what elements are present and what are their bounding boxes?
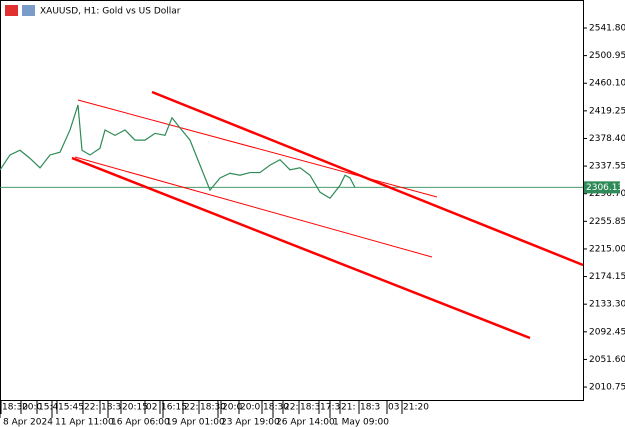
navigator-label: 22: <box>184 403 198 413</box>
navigator-label: 15:4 <box>38 403 58 413</box>
trend-line <box>74 156 433 258</box>
chart-icon <box>22 5 35 16</box>
navigator-label: 18:3 <box>101 403 121 413</box>
y-tick-label: 2255.85 <box>589 217 625 227</box>
y-tick-label: 2296.70 <box>589 189 625 199</box>
navigator-label: 22: <box>84 403 98 413</box>
y-tick-label: 2419.25 <box>589 106 625 116</box>
y-tick-label: 2051.60 <box>589 355 625 365</box>
navigator-label: 20:0 <box>222 403 242 413</box>
y-tick-label: 2010.75 <box>589 383 625 393</box>
navigator-label: 18:30 <box>2 403 28 413</box>
x-tick-label: 1 May 09:00 <box>333 418 389 427</box>
navigator-label: 03 <box>388 403 399 413</box>
navigator-label: 22: <box>284 403 298 413</box>
navigator-label: 21:20 <box>403 403 429 413</box>
x-tick-label: 8 Apr 2024 <box>3 418 53 427</box>
current-price-label: 2306.13 <box>586 183 623 193</box>
x-tick-label: 26 Apr 14:00 <box>276 418 335 427</box>
navigator-label: 02 <box>146 403 157 413</box>
navigator-label: 17:3 <box>320 403 340 413</box>
navigator-label: 20:15 <box>122 403 148 413</box>
y-tick-label: 2460.10 <box>589 79 625 89</box>
x-tick-label: 19 Apr 01:00 <box>166 418 225 427</box>
navigator-label: 18:30 <box>263 403 289 413</box>
y-tick-label: 2500.95 <box>589 51 625 61</box>
trend-line <box>151 90 584 267</box>
y-tick-label: 2378.40 <box>589 134 625 144</box>
navigator-label: 18:30 <box>200 403 226 413</box>
navigator-label: 15:45 <box>58 403 84 413</box>
x-tick-label: 23 Apr 19:00 <box>221 418 280 427</box>
price-line <box>0 104 356 200</box>
navigator-label: 21: <box>341 403 355 413</box>
symbol-icon <box>5 5 18 16</box>
navigator-label: 18:3 <box>300 403 320 413</box>
y-tick-label: 2541.80 <box>589 23 625 33</box>
y-tick-label: 2337.55 <box>589 162 625 172</box>
current-price-box <box>584 181 620 194</box>
trend-line <box>71 156 531 340</box>
y-tick-label: 2133.30 <box>589 300 625 310</box>
y-tick-label: 2174.15 <box>589 272 625 282</box>
trend-line <box>77 99 438 198</box>
y-tick-label: 2215.00 <box>589 244 625 254</box>
navigator-label: 16:15 <box>161 403 187 413</box>
y-tick-label: 2092.45 <box>589 327 625 337</box>
navigator-label: 20:0 <box>240 403 260 413</box>
chart-title: XAUUSD, H1: Gold vs US Dollar <box>40 7 181 17</box>
navigator-label: 20:0 <box>22 403 42 413</box>
x-tick-label: 16 Apr 06:00 <box>111 418 170 427</box>
navigator-label: 18:3 <box>360 403 380 413</box>
plot-border <box>0 0 584 401</box>
x-tick-label: 11 Apr 11:00 <box>55 418 114 427</box>
